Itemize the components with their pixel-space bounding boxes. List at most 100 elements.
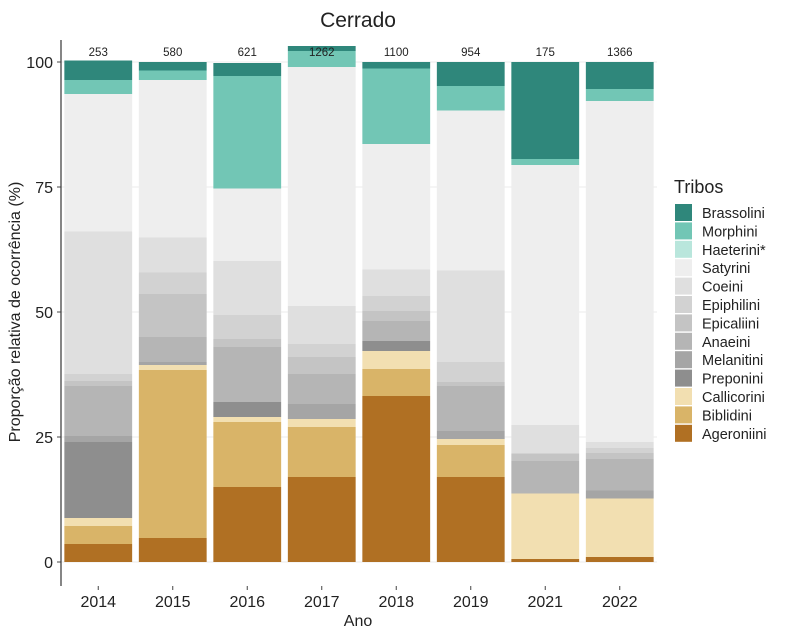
legend-swatch-preponini [675, 369, 692, 387]
bar-segment-satyrini-2015 [138, 80, 207, 238]
bar-segment-callicorini-2016 [213, 417, 282, 422]
bar-segment-epicaliini-2018 [362, 311, 431, 321]
bar-segment-anaeini-2021 [511, 461, 580, 494]
bar-segment-brassolini-2014 [64, 60, 133, 80]
bar-segment-brassolini-2021 [511, 62, 580, 159]
bar-segment-ageroniini-2022 [585, 557, 654, 562]
bar-segment-morphini-2022 [585, 89, 654, 101]
bar-segment-melanitini-2019 [436, 431, 505, 439]
legend-label-haeterini: Haeterini* [702, 243, 766, 259]
bar-segment-coeini-2015 [138, 237, 207, 273]
bar-segment-ageroniini-2017 [287, 477, 356, 562]
bar-total-2016: 621 [238, 47, 257, 59]
bar-segment-satyrini-2019 [436, 110, 505, 271]
bar-total-2019: 954 [461, 47, 481, 59]
bar-segment-epiphilini-2019 [436, 362, 505, 382]
bar-segment-epiphilini-2017 [287, 344, 356, 357]
bar-segment-brassolini-2016 [213, 63, 282, 76]
bar-total-2018: 1100 [384, 47, 409, 59]
bar-segment-epicaliini-2015 [138, 294, 207, 337]
bar-segment-ageroniini-2021 [511, 559, 580, 562]
legend-swatch-epicaliini [675, 314, 692, 332]
bar-segment-biblidini-2019 [436, 445, 505, 477]
bar-segment-epiphilini-2022 [585, 448, 654, 453]
bar-segment-epiphilini-2016 [213, 315, 282, 339]
bar-segment-ageroniini-2019 [436, 477, 505, 562]
bar-segment-ageroniini-2014 [64, 544, 133, 562]
legend-items: Brassolini Morphini Haeterini* Satyrini Coei… [675, 204, 767, 443]
legend-swatch-coeini [675, 277, 692, 295]
legend-label-epicaliini: Epicaliini [702, 316, 759, 332]
bar-segment-callicorini-2018 [362, 351, 431, 369]
bar-segment-satyrini-2014 [64, 94, 133, 232]
bar-segment-coeini-2016 [213, 261, 282, 315]
bar-segment-callicorini-2017 [287, 419, 356, 427]
bar-segment-epicaliini-2019 [436, 382, 505, 386]
bar-segment-brassolini-2018 [362, 62, 431, 69]
bar-segment-epicaliini-2022 [585, 453, 654, 459]
y-axis-label: Proporção relativa de ocorrência (%) [7, 182, 24, 443]
bar-segment-callicorini-2014 [64, 518, 133, 526]
legend-swatch-haeterini [675, 240, 692, 258]
bar-segment-anaeini-2022 [585, 459, 654, 491]
legend-label-satyrini: Satyrini [702, 261, 750, 277]
y-tick-label: 100 [26, 55, 53, 72]
legend-label-preponini: Preponini [702, 372, 763, 388]
x-tick-label-2018: 2018 [378, 594, 414, 611]
x-axis-ticks: 2014 2015 2016 2017 2018 2019 2021 2022 [80, 586, 638, 611]
bar-total-2017: 1262 [309, 47, 335, 59]
y-tick-label: 25 [35, 430, 53, 447]
bar-segment-melanitini-2015 [138, 362, 207, 365]
bar-segment-melanitini-2022 [585, 490, 654, 499]
y-axis-ticks: 0 25 50 75 100 [26, 55, 61, 572]
bar-segment-morphini-2016 [213, 76, 282, 189]
legend-label-anaeini: Anaeini [702, 335, 750, 351]
bar-segment-anaeini-2016 [213, 347, 282, 402]
legend-label-biblidini: Biblidini [702, 408, 752, 424]
x-tick-label-2014: 2014 [80, 594, 116, 611]
bar-segment-morphini-2019 [436, 86, 505, 111]
legend-label-epiphilini: Epiphilini [702, 298, 760, 314]
bar-segment-melanitini-2017 [287, 404, 356, 419]
bar-segment-epicaliini-2021 [511, 453, 580, 461]
bar-segment-callicorini-2015 [138, 365, 207, 370]
bar-segment-preponini-2014 [64, 442, 133, 518]
y-tick-label: 0 [44, 555, 53, 572]
bar-segment-ageroniini-2018 [362, 396, 431, 562]
bar-total-2015: 580 [163, 47, 182, 59]
bar-segment-anaeini-2019 [436, 386, 505, 431]
bar-segment-callicorini-2019 [436, 439, 505, 445]
legend-title: Tribos [674, 177, 723, 197]
bar-segment-epicaliini-2014 [64, 381, 133, 386]
bar-segment-anaeini-2014 [64, 386, 133, 436]
bars [64, 46, 654, 562]
bar-segment-epicaliini-2017 [287, 357, 356, 374]
bar-segment-satyrini-2017 [287, 67, 356, 306]
bar-segment-coeini-2021 [511, 425, 580, 454]
bar-segment-coeini-2018 [362, 269, 431, 296]
bar-segment-satyrini-2018 [362, 144, 431, 270]
legend-swatch-callicorini [675, 388, 692, 405]
bar-segment-epiphilini-2018 [362, 296, 431, 311]
legend-swatch-morphini [675, 222, 692, 240]
bar-segment-ageroniini-2015 [138, 538, 207, 562]
bar-segment-melanitini-2014 [64, 436, 133, 442]
bar-segment-morphini-2014 [64, 80, 133, 94]
bar-total-2022: 1366 [607, 47, 633, 59]
y-tick-label: 50 [35, 305, 53, 322]
bar-total-2021: 175 [536, 47, 555, 59]
legend-swatch-brassolini [675, 204, 692, 221]
x-axis-label: Ano [344, 613, 373, 630]
bar-segment-biblidini-2017 [287, 427, 356, 477]
bar-segment-coeini-2017 [287, 306, 356, 344]
x-tick-label-2017: 2017 [304, 594, 340, 611]
bar-segment-satyrini-2022 [585, 101, 654, 442]
bar-segment-brassolini-2022 [585, 62, 654, 89]
legend-swatch-epiphilini [675, 296, 692, 313]
bar-segment-epiphilini-2015 [138, 272, 207, 294]
x-tick-label-2016: 2016 [229, 594, 265, 611]
bar-segment-satyrini-2021 [511, 165, 580, 425]
bar-segment-morphini-2021 [511, 159, 580, 165]
legend-label-ageroniini: Ageroniini [702, 427, 767, 443]
